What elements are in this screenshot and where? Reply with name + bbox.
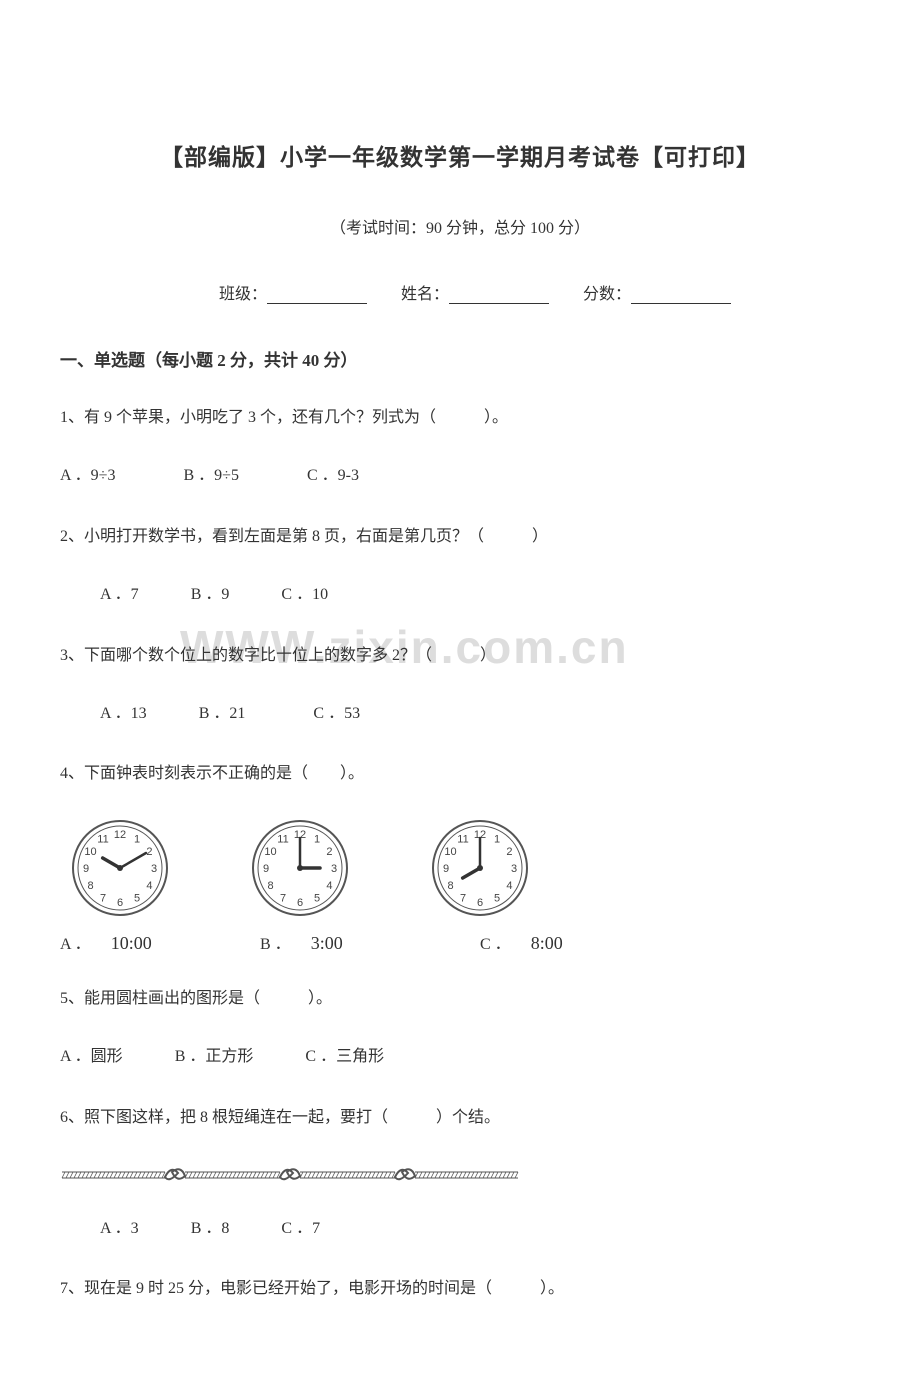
question-2: 2、小明打开数学书，看到左面是第 8 页，右面是第几页？（ ） bbox=[60, 522, 860, 552]
svg-text:7: 7 bbox=[280, 892, 286, 904]
question-5: 5、能用圆柱画出的图形是（ ）。 bbox=[60, 984, 860, 1014]
q2-option-a: A ．7 bbox=[100, 586, 139, 603]
question-3: 3、下面哪个数个位上的数字比十位上的数字多 2？（ ） bbox=[60, 641, 860, 671]
name-label: 姓名： bbox=[401, 286, 449, 303]
svg-text:2: 2 bbox=[506, 846, 512, 858]
svg-text:3: 3 bbox=[151, 863, 157, 875]
svg-text:1: 1 bbox=[494, 833, 500, 845]
clock-option-b: 123456789101112 bbox=[250, 818, 350, 918]
svg-text:1: 1 bbox=[314, 833, 320, 845]
q3-option-a: A ．13 bbox=[100, 705, 147, 722]
question-6-options: A ．3 B ．8 C ．7 bbox=[60, 1214, 860, 1244]
clock-label-a: A ． 10:00 bbox=[60, 930, 260, 954]
score-blank bbox=[631, 288, 731, 304]
clock-label-b: B ． 3:00 bbox=[260, 930, 480, 954]
q5-option-a: A ．圆形 bbox=[60, 1048, 123, 1065]
q4-time-a: 10:00 bbox=[111, 933, 152, 954]
svg-text:4: 4 bbox=[326, 880, 332, 892]
svg-text:12: 12 bbox=[114, 829, 126, 841]
clock-label-c: C ． 8:00 bbox=[480, 930, 563, 954]
clock-option-c: 123456789101112 bbox=[430, 818, 530, 918]
svg-text:2: 2 bbox=[326, 846, 332, 858]
clock-a-icon: 123456789101112 bbox=[70, 818, 170, 918]
q2-option-c: C ．10 bbox=[281, 586, 328, 603]
q3-option-c: C ．53 bbox=[313, 705, 360, 722]
q4-letter-b: B ． bbox=[260, 930, 291, 954]
question-3-options: A ．13 B ．21 C ．53 bbox=[60, 699, 860, 729]
svg-text:6: 6 bbox=[477, 897, 483, 909]
question-1-options: A ．9÷3 B ．9÷5 C ．9-3 bbox=[60, 461, 860, 491]
question-4: 4、下面钟表时刻表示不正确的是（ ）。 bbox=[60, 759, 860, 789]
q6-option-b: B ．8 bbox=[191, 1220, 230, 1237]
question-5-options: A ．圆形 B ．正方形 C ．三角形 bbox=[60, 1042, 860, 1072]
q4-time-b: 3:00 bbox=[311, 933, 343, 954]
q6-option-a: A ．3 bbox=[100, 1220, 139, 1237]
student-info-line: 班级： 姓名： 分数： bbox=[60, 280, 860, 304]
svg-text:6: 6 bbox=[297, 897, 303, 909]
q1-option-b: B ．9÷5 bbox=[183, 467, 238, 484]
svg-text:10: 10 bbox=[84, 846, 96, 858]
svg-text:7: 7 bbox=[100, 892, 106, 904]
svg-text:1: 1 bbox=[134, 833, 140, 845]
q2-option-b: B ．9 bbox=[191, 586, 230, 603]
rope-diagram bbox=[60, 1161, 860, 1194]
name-blank bbox=[449, 288, 549, 304]
q3-option-b: B ．21 bbox=[199, 705, 246, 722]
q4-letter-a: A ． bbox=[60, 930, 91, 954]
svg-text:8: 8 bbox=[87, 880, 93, 892]
score-label: 分数： bbox=[583, 286, 631, 303]
svg-text:5: 5 bbox=[134, 892, 140, 904]
exam-subtitle: （考试时间：90 分钟，总分 100 分） bbox=[60, 214, 860, 238]
svg-text:3: 3 bbox=[331, 863, 337, 875]
svg-text:7: 7 bbox=[460, 892, 466, 904]
exam-title: 【部编版】小学一年级数学第一学期月考试卷【可打印】 bbox=[60, 138, 860, 172]
question-6: 6、照下图这样，把 8 根短绳连在一起，要打（ ）个结。 bbox=[60, 1103, 860, 1133]
class-label: 班级： bbox=[219, 286, 267, 303]
svg-text:4: 4 bbox=[506, 880, 512, 892]
rope-icon bbox=[60, 1161, 520, 1189]
svg-text:8: 8 bbox=[267, 880, 273, 892]
q6-option-c: C ．7 bbox=[281, 1220, 320, 1237]
svg-text:5: 5 bbox=[494, 892, 500, 904]
svg-text:4: 4 bbox=[146, 880, 152, 892]
svg-text:10: 10 bbox=[264, 846, 276, 858]
q1-option-a: A ．9÷3 bbox=[60, 467, 115, 484]
question-7: 7、现在是 9 时 25 分，电影已经开始了，电影开场的时间是（ ）。 bbox=[60, 1274, 860, 1304]
q5-option-c: C ．三角形 bbox=[305, 1048, 384, 1065]
q1-option-c: C ．9-3 bbox=[307, 467, 359, 484]
q5-option-b: B ．正方形 bbox=[175, 1048, 254, 1065]
clock-c-icon: 123456789101112 bbox=[430, 818, 530, 918]
svg-text:5: 5 bbox=[314, 892, 320, 904]
clock-b-icon: 123456789101112 bbox=[250, 818, 350, 918]
svg-text:11: 11 bbox=[457, 833, 468, 845]
clock-labels: A ． 10:00 B ． 3:00 C ． 8:00 bbox=[60, 930, 860, 954]
svg-text:11: 11 bbox=[97, 833, 108, 845]
q4-letter-c: C ． bbox=[480, 930, 511, 954]
section-1-header: 一、单选题（每小题 2 分，共计 40 分） bbox=[60, 346, 860, 371]
svg-text:9: 9 bbox=[263, 863, 269, 875]
question-1: 1、有 9 个苹果，小明吃了 3 个，还有几个？列式为（ ）。 bbox=[60, 403, 860, 433]
class-blank bbox=[267, 288, 367, 304]
clocks-row: 123456789101112 123456789101112 12345678… bbox=[70, 818, 860, 918]
q4-time-c: 8:00 bbox=[531, 933, 563, 954]
question-2-options: A ．7 B ．9 C ．10 bbox=[60, 580, 860, 610]
svg-text:9: 9 bbox=[443, 863, 449, 875]
page-content: 【部编版】小学一年级数学第一学期月考试卷【可打印】 （考试时间：90 分钟，总分… bbox=[60, 138, 860, 1305]
svg-text:2: 2 bbox=[146, 846, 152, 858]
svg-text:9: 9 bbox=[83, 863, 89, 875]
svg-text:6: 6 bbox=[117, 897, 123, 909]
svg-text:10: 10 bbox=[444, 846, 456, 858]
svg-text:8: 8 bbox=[447, 880, 453, 892]
svg-text:3: 3 bbox=[511, 863, 517, 875]
svg-text:11: 11 bbox=[277, 833, 288, 845]
clock-option-a: 123456789101112 bbox=[70, 818, 170, 918]
